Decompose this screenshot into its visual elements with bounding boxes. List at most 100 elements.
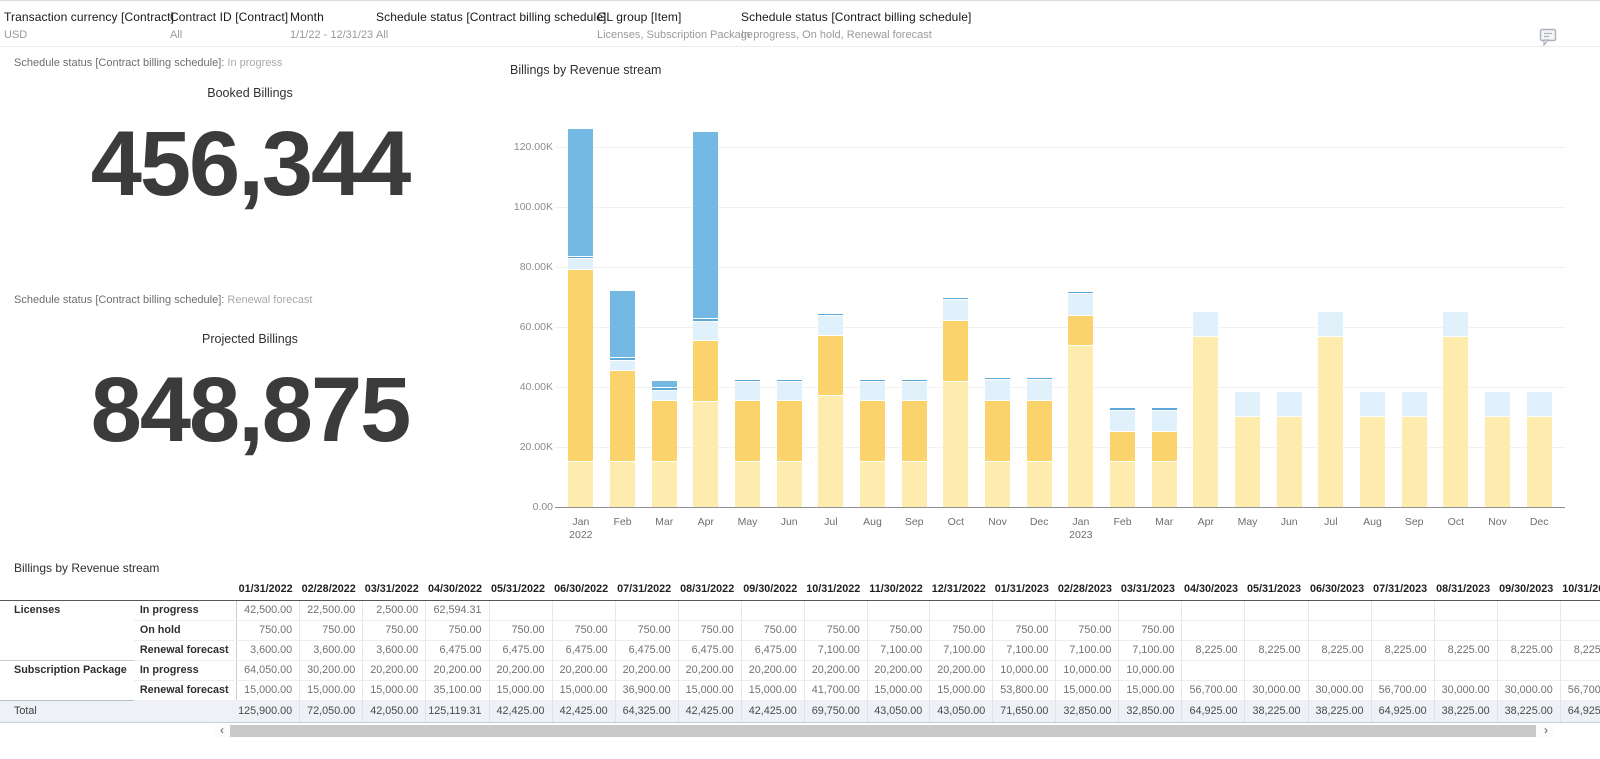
- bar-segment: [1110, 408, 1135, 411]
- bar-Jul-2023[interactable]: [1318, 312, 1344, 507]
- bar-Apr-2023[interactable]: [1193, 312, 1219, 507]
- row-group-label: Licenses: [14, 603, 61, 616]
- table-cell: 750.00: [992, 620, 1057, 641]
- bar-Feb-2022[interactable]: [610, 290, 635, 507]
- bar-segment: [985, 380, 1010, 402]
- bar-Nov-2023[interactable]: [1485, 392, 1510, 507]
- bar-May-2022[interactable]: [735, 379, 760, 507]
- filter-value: All: [170, 29, 183, 41]
- bar-segment: [735, 381, 760, 402]
- bar-Jan-2022[interactable]: [568, 129, 594, 507]
- table-cell: 750.00: [236, 620, 301, 641]
- scroll-left-arrow[interactable]: ‹: [220, 723, 224, 737]
- comment-icon[interactable]: [1538, 27, 1558, 47]
- x-axis-tick: Aug: [863, 516, 882, 528]
- bar-segment: [776, 401, 802, 462]
- bar-segment: [693, 319, 719, 322]
- filter-item-0[interactable]: Transaction currency [Contract] USD: [4, 10, 174, 41]
- table-cell: 750.00: [804, 620, 868, 641]
- filter-item-2[interactable]: Month 1/1/22 - 12/31/23: [290, 10, 373, 41]
- table-cell: 7,100.00: [1055, 640, 1120, 661]
- bar-Sep-2022[interactable]: [901, 379, 927, 507]
- total-cell: 38,225.00: [1434, 699, 1498, 723]
- bar-Jun-2022[interactable]: [776, 379, 802, 507]
- bar-Oct-2022[interactable]: [943, 297, 969, 507]
- row-status-label: In progress: [133, 600, 237, 621]
- bar-segment: [1276, 417, 1302, 507]
- total-cell: 42,050.00: [362, 699, 427, 723]
- bar-Jun-2023[interactable]: [1276, 392, 1302, 507]
- bar-Oct-2023[interactable]: [1443, 312, 1469, 507]
- table-cell: 20,200.00: [741, 659, 805, 681]
- bar-Mar-2022[interactable]: [651, 380, 677, 507]
- x-axis-tick: Dec: [1029, 516, 1049, 528]
- bar-segment: [860, 462, 885, 507]
- column-header: 08/31/2023: [1434, 579, 1498, 601]
- filter-label: Transaction currency [Contract]: [4, 10, 175, 24]
- bar-segment: [735, 379, 760, 382]
- gridline: [555, 447, 1565, 448]
- kpi-value: 456,344: [90, 113, 412, 215]
- bar-May-2023[interactable]: [1235, 392, 1260, 507]
- filter-label: Schedule status [Contract billing schedu…: [376, 10, 607, 24]
- bar-Feb-2023[interactable]: [1110, 408, 1135, 507]
- table-cell: 10,000.00: [1118, 659, 1183, 681]
- bar-Sep-2023[interactable]: [1401, 392, 1427, 507]
- total-cell: 43,050.00: [867, 699, 931, 723]
- table-cell: [1244, 620, 1309, 641]
- total-cell: 125,900.00: [236, 699, 301, 723]
- table-cell: 15,000.00: [362, 680, 427, 701]
- bar-Dec-2022[interactable]: [1026, 377, 1052, 507]
- bar-segment: [651, 462, 677, 507]
- table-cell: 15,000.00: [299, 680, 364, 701]
- table-cell: [1434, 659, 1498, 681]
- bar-segment: [651, 390, 677, 402]
- bar-Mar-2023[interactable]: [1151, 408, 1177, 507]
- bar-Jan-2023[interactable]: [1068, 292, 1094, 507]
- bar-Dec-2023[interactable]: [1526, 392, 1552, 507]
- bar-segment: [1235, 417, 1260, 507]
- filter-item-1[interactable]: Contract ID [Contract] All: [170, 10, 288, 41]
- table-cell: [1244, 600, 1309, 621]
- filter-item-3[interactable]: Schedule status [Contract billing schedu…: [376, 10, 606, 41]
- kpi-projected-billings: Schedule status [Contract billing schedu…: [0, 288, 500, 508]
- bar-segment: [985, 401, 1010, 462]
- bar-Nov-2022[interactable]: [985, 377, 1010, 507]
- kpi-filter-value: Renewal forecast: [227, 294, 313, 306]
- total-cell: 32,850.00: [1118, 699, 1183, 723]
- bar-Jul-2022[interactable]: [818, 314, 844, 507]
- filter-label: Schedule status [Contract billing schedu…: [741, 10, 972, 24]
- column-header: 04/30/2023: [1181, 579, 1245, 601]
- bar-segment: [735, 462, 760, 507]
- table-cell: 20,200.00: [678, 659, 742, 681]
- x-axis-line: [555, 507, 1565, 508]
- table-cell: 15,000.00: [552, 680, 616, 701]
- table-cell: [1244, 659, 1309, 681]
- table-cell: 8,225.00: [1434, 640, 1498, 661]
- x-axis-tick: May: [737, 516, 758, 528]
- row-status-label: Renewal forecast: [133, 640, 237, 661]
- filter-item-5[interactable]: Schedule status [Contract billing schedu…: [741, 10, 971, 41]
- table-cell: [615, 600, 679, 621]
- filter-item-4[interactable]: GL group [Item] Licenses, Subscription Pa…: [597, 10, 753, 41]
- bar-Aug-2023[interactable]: [1360, 392, 1385, 507]
- column-header: 05/31/2023: [1244, 579, 1309, 601]
- table-cell: 2,500.00: [362, 600, 427, 621]
- horizontal-scrollbar[interactable]: ‹ ›: [215, 724, 1553, 738]
- total-label: Total: [0, 699, 237, 723]
- bar-segment: [1110, 432, 1135, 462]
- scrollbar-thumb[interactable]: [230, 725, 1536, 737]
- x-axis-tick: Nov: [988, 516, 1007, 528]
- bar-Apr-2022[interactable]: [693, 131, 719, 507]
- table-cell: 20,200.00: [804, 659, 868, 681]
- total-cell: 72,050.00: [299, 699, 364, 723]
- column-header: 03/31/2023: [1118, 579, 1182, 601]
- scroll-right-arrow[interactable]: ›: [1544, 723, 1548, 737]
- table-cell: 15,000.00: [489, 680, 553, 701]
- bar-segment: [651, 401, 677, 462]
- table-cell: [1371, 659, 1435, 681]
- table-cell: [1560, 659, 1600, 681]
- bar-segment: [1026, 380, 1052, 402]
- bar-Aug-2022[interactable]: [860, 379, 885, 507]
- bar-segment: [693, 341, 719, 402]
